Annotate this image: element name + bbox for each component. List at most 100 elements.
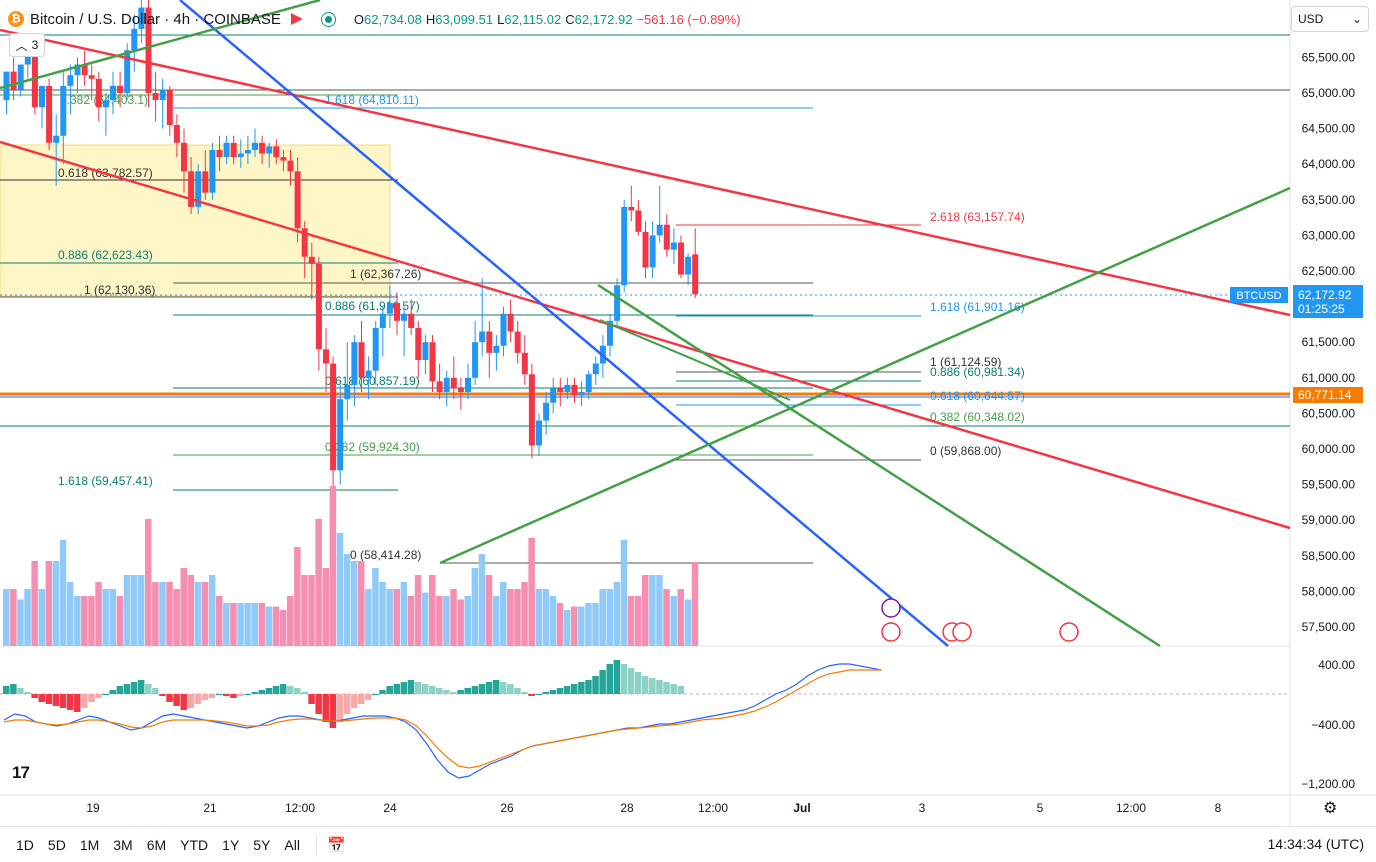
macd-histogram-bar bbox=[159, 694, 166, 696]
volume-bar bbox=[251, 603, 258, 646]
macd-histogram-bar bbox=[421, 684, 429, 694]
price-chart[interactable]: 57,500.00 58,000.00 58,500.00 59,000.00 59,5… bbox=[0, 0, 1376, 826]
indicators-toggle-button[interactable]: ︿ 3 bbox=[9, 33, 45, 57]
timeframe-5d[interactable]: 5D bbox=[47, 836, 66, 853]
economic-event-icon bbox=[881, 598, 901, 618]
economic-event-icon bbox=[1059, 622, 1079, 642]
volume-bar bbox=[670, 596, 677, 646]
currency-select[interactable]: USD ⌄ bbox=[1291, 6, 1369, 32]
tradingview-logo-icon[interactable]: 17 bbox=[12, 763, 30, 782]
fib-zone-box bbox=[0, 144, 391, 297]
timeframe-ytd[interactable]: YTD bbox=[180, 836, 209, 853]
macd-histogram-bar bbox=[31, 694, 38, 698]
macd-histogram-bar bbox=[663, 682, 670, 694]
macd-histogram-bar bbox=[45, 694, 53, 704]
symbol-title[interactable]: Bitcoin / U.S. Dollar · 4h · COINBASE bbox=[30, 10, 281, 28]
candle-body bbox=[685, 256, 692, 275]
macd-histogram-bar bbox=[386, 686, 393, 694]
candle-body bbox=[386, 303, 393, 314]
volume-bar bbox=[102, 589, 109, 646]
chart-header: ₿ Bitcoin / U.S. Dollar · 4h · COINBASE … bbox=[8, 8, 741, 30]
volume-bar bbox=[145, 519, 152, 646]
macd-histogram-bar bbox=[315, 694, 322, 714]
macd-histogram-bar bbox=[585, 680, 592, 694]
calendar-icon[interactable]: 📅 bbox=[326, 836, 346, 854]
volume-bar bbox=[535, 589, 542, 646]
fib-level-label: 0.618 (60,644.57) bbox=[930, 389, 1025, 403]
volume-bar bbox=[542, 589, 550, 646]
macd-histogram-bar bbox=[542, 692, 550, 694]
timeframe-all[interactable]: All bbox=[284, 836, 300, 853]
fib-level-label: 0.382 (60,348.02) bbox=[930, 410, 1025, 424]
candle-body bbox=[273, 146, 280, 158]
volume-bar bbox=[152, 582, 159, 646]
volume-bar bbox=[684, 599, 692, 646]
volume-bar bbox=[578, 606, 585, 646]
volume-bar bbox=[464, 596, 471, 646]
volume-bar bbox=[237, 603, 244, 646]
volume-bar bbox=[258, 603, 266, 646]
candle-body bbox=[521, 352, 528, 375]
candle-body bbox=[294, 171, 301, 229]
macd-histogram-bar bbox=[471, 686, 479, 694]
utc-clock[interactable]: 14:34:34 (UTC) bbox=[1267, 836, 1364, 852]
macd-histogram-bar bbox=[372, 694, 379, 695]
volume-bar bbox=[585, 603, 592, 646]
candle-body bbox=[415, 327, 422, 360]
candle-body bbox=[67, 75, 74, 86]
gear-icon[interactable]: ⚙ bbox=[1323, 800, 1338, 817]
time-tick-label: 12:00 bbox=[698, 801, 728, 815]
candle-body bbox=[124, 50, 131, 93]
timeframe-1y[interactable]: 1Y bbox=[222, 836, 240, 853]
timeframe-1d[interactable]: 1D bbox=[16, 836, 34, 853]
macd-histogram-bar bbox=[201, 694, 209, 700]
candle-body bbox=[543, 402, 550, 421]
macd-histogram-bar bbox=[59, 694, 67, 708]
last-price-tag bbox=[1293, 285, 1363, 318]
volume-bar bbox=[386, 589, 393, 646]
chevron-down-icon: ⌄ bbox=[1351, 12, 1362, 26]
market-status-icon[interactable] bbox=[320, 11, 336, 27]
volume-bar bbox=[244, 603, 251, 646]
macd-histogram-bar bbox=[670, 684, 677, 694]
fib-level-label: 0.382 (59,924.30) bbox=[325, 440, 420, 454]
macd-histogram-bar bbox=[620, 664, 628, 694]
candle-body bbox=[223, 142, 230, 158]
macd-histogram-bar bbox=[123, 684, 131, 694]
candle-body bbox=[17, 64, 24, 90]
candle-body bbox=[308, 256, 315, 264]
timeframe-1m[interactable]: 1M bbox=[79, 836, 100, 853]
timeframe-3m[interactable]: 3M bbox=[113, 836, 133, 853]
candle-body bbox=[131, 28, 138, 51]
candle-body bbox=[323, 349, 329, 364]
flag-icon[interactable] bbox=[290, 13, 303, 25]
timeframe-5y[interactable]: 5Y bbox=[253, 836, 271, 853]
candle-body bbox=[678, 242, 684, 275]
timeframe-6m[interactable]: 6M bbox=[146, 836, 167, 853]
symbol-tag bbox=[1230, 287, 1288, 303]
macd-histogram-bar bbox=[443, 690, 450, 694]
volume-bar bbox=[393, 589, 400, 646]
macd-histogram-bar bbox=[627, 668, 635, 694]
price-tick-label: 61,000.00 bbox=[1302, 371, 1356, 385]
candle-body bbox=[159, 89, 166, 101]
time-tick-label: 12:00 bbox=[285, 801, 315, 815]
chevron-up-icon: ︿ bbox=[15, 38, 28, 53]
macd-histogram-bar bbox=[592, 676, 599, 694]
volume-bar bbox=[59, 540, 67, 646]
volume-bar bbox=[556, 603, 564, 646]
macd-histogram-bar bbox=[343, 694, 351, 714]
price-tick-label: 60,500.00 bbox=[1302, 406, 1356, 420]
macd-histogram-bar bbox=[514, 688, 521, 694]
ohlc-open: O62,734.08 bbox=[353, 11, 422, 27]
candle-body bbox=[656, 224, 663, 236]
macd-histogram-bar bbox=[301, 692, 308, 694]
candle-body bbox=[642, 231, 649, 268]
macd-histogram-bar bbox=[258, 690, 266, 694]
time-tick-label: 5 bbox=[1037, 801, 1044, 815]
time-tick-label: 19 bbox=[86, 801, 100, 815]
candle-body bbox=[450, 377, 457, 389]
volume-bar bbox=[216, 596, 223, 646]
volume-bar bbox=[485, 575, 493, 646]
candle-body bbox=[621, 206, 628, 286]
